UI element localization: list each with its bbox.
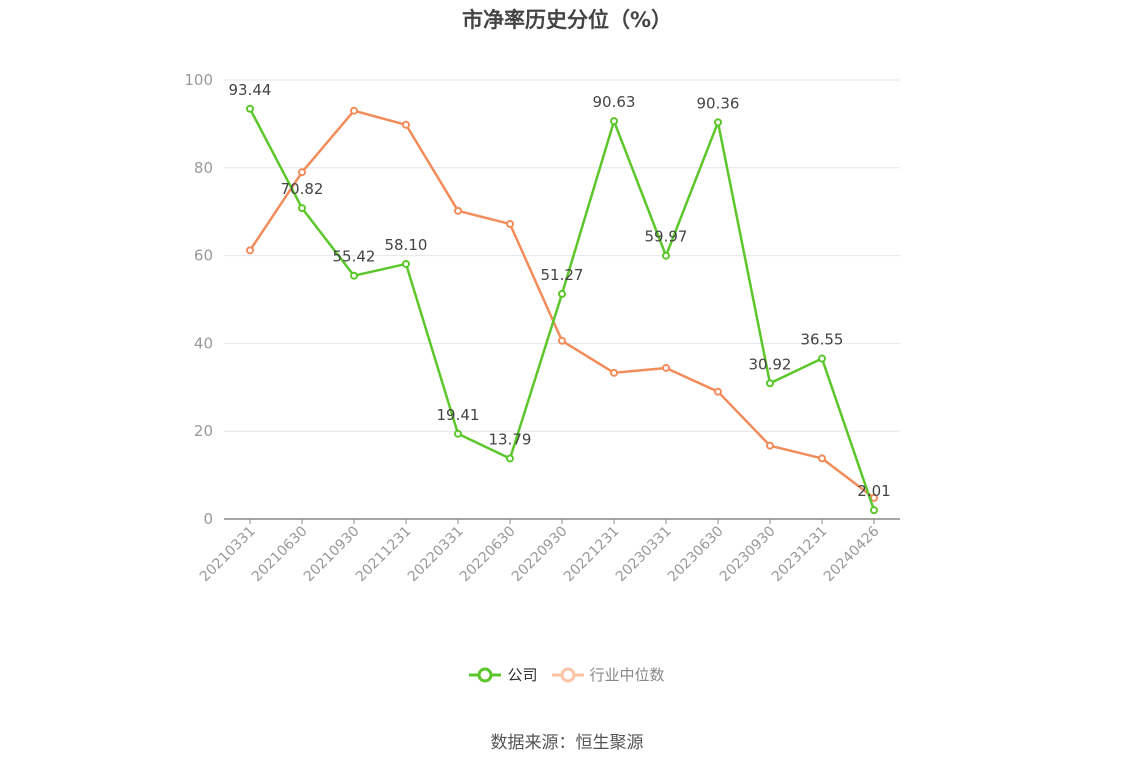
- legend-swatch-company: [469, 667, 502, 682]
- data-label-company: 70.82: [281, 180, 324, 198]
- x-tick-label: 20220630: [457, 523, 519, 585]
- chart-title: 市净率历史分位（%）: [461, 8, 673, 32]
- legend-swatch-industry-median: [551, 667, 584, 682]
- x-tick-label: 20221231: [561, 523, 623, 585]
- legend-label-company: 公司: [507, 666, 538, 684]
- x-tick-label: 20210930: [301, 523, 363, 585]
- x-tick-label: 20220331: [405, 523, 467, 585]
- y-tick-label: 0: [203, 510, 213, 528]
- y-tick-label: 60: [194, 247, 213, 265]
- data-label-company: 93.44: [229, 81, 272, 99]
- x-tick-label: 20230630: [665, 523, 727, 585]
- data-point-industry-median[interactable]: [350, 106, 358, 115]
- legend-item-industry-median[interactable]: 行业中位数: [551, 664, 665, 685]
- data-point-industry-median[interactable]: [818, 454, 826, 463]
- y-tick-label: 80: [194, 159, 213, 177]
- data-label-company: 90.63: [593, 93, 636, 111]
- data-label-company: 36.55: [801, 331, 844, 349]
- data-point-industry-median[interactable]: [714, 387, 722, 396]
- data-label-company: 19.41: [437, 406, 480, 424]
- data-point-industry-median[interactable]: [298, 168, 306, 177]
- series-line-company: [248, 108, 876, 511]
- x-tick-label: 20231231: [769, 523, 831, 585]
- data-label-company: 90.36: [697, 94, 740, 112]
- data-point-industry-median[interactable]: [662, 363, 670, 372]
- data-point-company[interactable]: [246, 104, 254, 113]
- legend-item-company[interactable]: 公司: [469, 664, 538, 685]
- x-tick-label: 20210331: [197, 523, 259, 585]
- data-point-industry-median[interactable]: [246, 246, 254, 255]
- data-point-industry-median[interactable]: [506, 219, 514, 228]
- data-point-industry-median[interactable]: [402, 120, 410, 129]
- data-point-company[interactable]: [714, 118, 722, 127]
- data-point-industry-median[interactable]: [558, 336, 566, 345]
- data-point-company[interactable]: [818, 354, 826, 363]
- x-tick-label: 20210630: [249, 523, 311, 585]
- x-tick-label: 20230930: [717, 523, 779, 585]
- data-source-note: 数据来源：恒生聚源: [490, 733, 644, 753]
- y-tick-label: 40: [194, 334, 213, 352]
- chart-legend: 公司 行业中位数: [0, 664, 1134, 685]
- data-point-company[interactable]: [350, 271, 358, 280]
- data-label-company: 2.01: [857, 482, 890, 500]
- data-label-company: 13.79: [489, 430, 532, 448]
- data-point-company[interactable]: [870, 506, 878, 515]
- data-point-industry-median[interactable]: [766, 441, 774, 450]
- data-label-company: 58.10: [385, 236, 428, 254]
- data-point-industry-median[interactable]: [454, 206, 462, 215]
- data-point-company[interactable]: [766, 379, 774, 388]
- data-label-company: 30.92: [749, 355, 792, 373]
- y-tick-label: 100: [184, 71, 213, 89]
- data-point-company[interactable]: [454, 429, 462, 438]
- data-point-company[interactable]: [610, 117, 618, 126]
- data-point-company[interactable]: [558, 289, 566, 298]
- series-line-industry-median: [248, 109, 875, 499]
- x-tick-label: 20240426: [821, 523, 883, 585]
- y-tick-label: 20: [194, 422, 213, 440]
- data-point-industry-median[interactable]: [610, 368, 618, 377]
- data-label-company: 51.27: [541, 266, 584, 284]
- data-label-company: 55.42: [333, 248, 376, 266]
- data-label-company: 59.97: [645, 228, 688, 246]
- x-tick-label: 20211231: [353, 523, 415, 585]
- x-tick-label: 20230331: [613, 523, 675, 585]
- x-tick-label: 20220930: [509, 523, 571, 585]
- data-point-company[interactable]: [402, 259, 410, 268]
- data-point-company[interactable]: [298, 204, 306, 213]
- data-point-company[interactable]: [662, 251, 670, 260]
- data-point-company[interactable]: [506, 454, 514, 463]
- legend-label-industry-median: 行业中位数: [589, 666, 665, 684]
